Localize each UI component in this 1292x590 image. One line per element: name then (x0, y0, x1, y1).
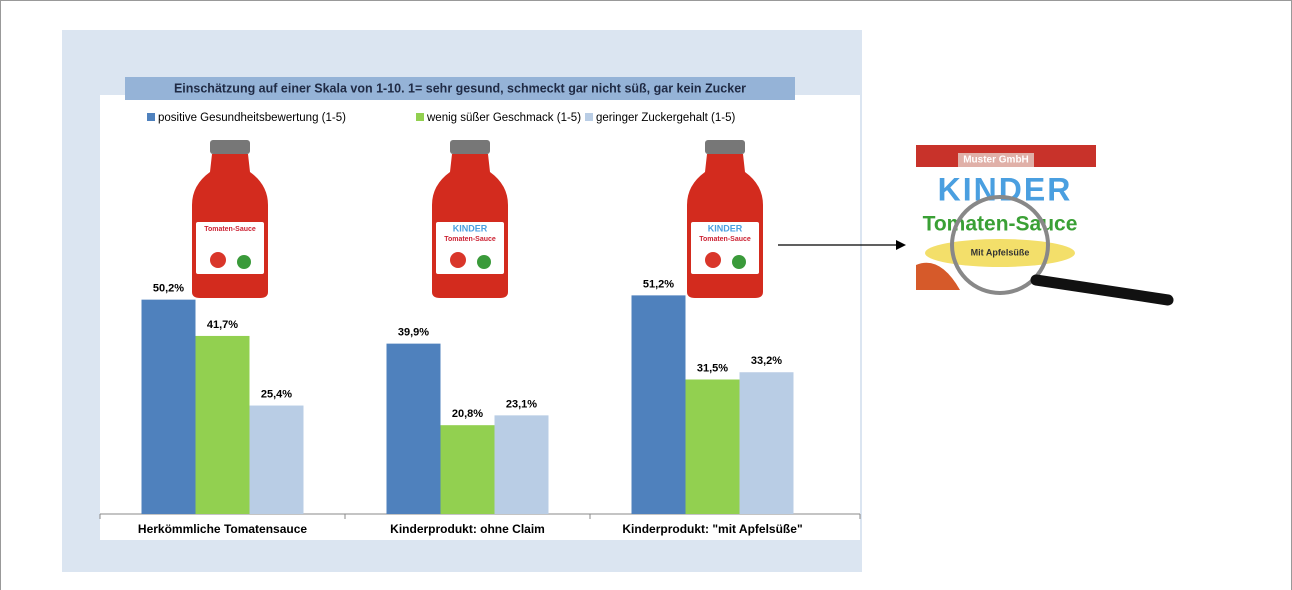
value-label: 41,7% (207, 319, 238, 331)
bar (195, 335, 250, 514)
bar (249, 405, 304, 514)
bar (494, 415, 549, 514)
jar-leaf (237, 255, 251, 269)
bar (739, 372, 794, 514)
zoom-claim-bg (925, 239, 1075, 267)
jar: KINDER Tomaten-Sauce (432, 140, 508, 298)
zoom-claim: Mit Apfelsüße (971, 247, 1030, 257)
value-label: 31,5% (697, 362, 728, 374)
value-label: 33,2% (751, 355, 782, 367)
magnifier-lens (950, 195, 1050, 295)
chart-title: Einschätzung auf einer Skala von 1-10. 1… (174, 81, 746, 95)
zoom-product: KINDER (938, 171, 1073, 207)
legend-swatch (416, 113, 424, 121)
value-label: 50,2% (153, 283, 184, 295)
jar-label-text: KINDER (708, 223, 743, 233)
bar (631, 295, 686, 514)
value-label: 39,9% (398, 327, 429, 339)
value-label: 25,4% (261, 388, 292, 400)
value-label: 23,1% (506, 398, 537, 410)
jar-label-text: Tomaten-Sauce (699, 236, 751, 243)
jar: KINDER Tomaten-Sauce (687, 140, 763, 298)
jar-leaf (732, 255, 746, 269)
bar (440, 425, 495, 514)
jar-label-text: Tomaten-Sauce (444, 236, 496, 243)
legend-label: geringer Zuckergehalt (1-5) (596, 112, 736, 124)
magnifier-handle (1030, 274, 1174, 306)
bar (141, 299, 196, 514)
value-label: 51,2% (643, 278, 674, 290)
jar-lid (450, 140, 490, 154)
zoom-name: Tomaten-Sauce (923, 213, 1078, 236)
zoom-image: Muster GmbH KINDER Tomaten-Sauce Mit Apf… (916, 145, 1174, 306)
bar (386, 343, 441, 514)
jar-lid (705, 140, 745, 154)
zoom-brand: Muster GmbH (963, 155, 1029, 166)
jar-label-text: KINDER (453, 223, 488, 233)
arrow-head (896, 240, 906, 250)
jar: Tomaten-Sauce (192, 140, 268, 298)
legend-label: wenig süßer Geschmack (1-5) (426, 112, 581, 124)
jar-lid (210, 140, 250, 154)
value-label: 20,8% (452, 408, 483, 420)
jar-tomato (705, 252, 721, 268)
zoom-veg (916, 262, 960, 290)
x-tick-label: Kinderprodukt: "mit Apfelsüße" (622, 522, 802, 536)
legend-swatch (147, 113, 155, 121)
x-tick-label: Kinderprodukt: ohne Claim (390, 522, 545, 536)
jar-tomato (450, 252, 466, 268)
legend-swatch (585, 113, 593, 121)
jar-tomato (210, 252, 226, 268)
legend-label: positive Gesundheitsbewertung (1-5) (158, 112, 346, 124)
bar (685, 379, 740, 514)
chart: positive Gesundheitsbewertung (1-5) wenig… (99, 112, 861, 536)
zoom-brand-bg (958, 153, 1034, 167)
x-tick-label: Herkömmliche Tomatensauce (138, 522, 307, 536)
jar-label-text: Tomaten-Sauce (204, 226, 256, 233)
jar-leaf (477, 255, 491, 269)
title-banner (125, 77, 795, 100)
